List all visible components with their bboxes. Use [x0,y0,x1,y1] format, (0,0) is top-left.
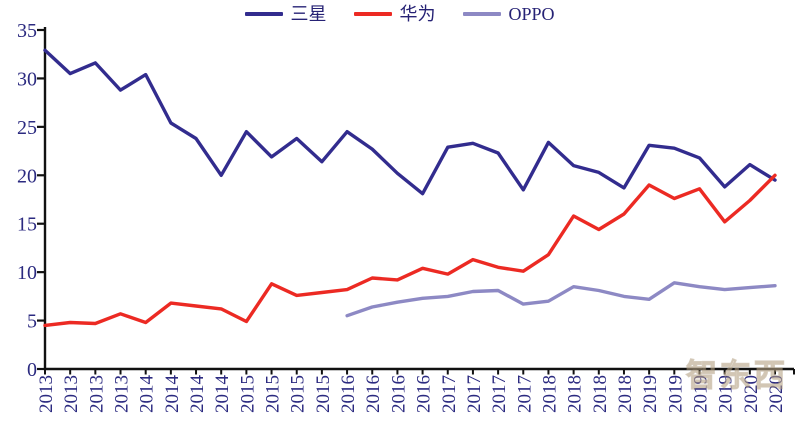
x-axis-label: 2018 [565,375,586,413]
oppo-series-line [345,281,777,318]
x-axis-label: 2017 [439,375,460,413]
legend-item-huawei: 华为 [354,5,435,23]
x-axis-label: 2013 [112,375,133,413]
x-axis-label: 2015 [237,375,258,413]
huawei-series-line [43,173,777,328]
samsung-series-line [43,48,777,196]
legend-item-samsung: 三星 [245,5,326,23]
legend-label-oppo: OPPO [508,4,555,24]
x-axis-label: 2014 [162,375,183,414]
x-axis-label: 2014 [212,375,233,414]
legend-item-oppo: OPPO [463,4,555,24]
y-axis-label: 30 [17,68,37,90]
x-axis-label: 2018 [590,375,611,413]
x-axis-label: 2016 [414,375,435,413]
x-axis-label: 2013 [61,375,82,413]
x-axis-label: 2018 [539,375,560,413]
y-axis-label: 5 [27,311,37,333]
x-axis-label: 2014 [137,375,158,414]
y-axis-label: 10 [17,262,37,284]
x-axis-label: 2019 [690,375,711,413]
x-axis-label: 2017 [464,375,485,413]
oppo-line-swatch [463,12,502,16]
x-axis-label: 2015 [263,375,284,413]
x-axis-label: 2017 [489,375,510,413]
x-axis-label: 2015 [313,375,334,413]
x-axis-label: 2019 [665,375,686,413]
x-axis-label: 2016 [363,375,384,413]
y-axis-label: 0 [27,359,37,381]
x-axis-label: 2013 [36,375,57,413]
x-axis-label: 2018 [615,375,636,413]
x-axis-label: 2020 [766,375,787,413]
x-axis-label: 2016 [338,375,359,413]
x-axis-label: 2016 [388,375,409,413]
x-axis-label: 2014 [187,375,208,414]
x-axis-label: 2017 [514,375,535,413]
x-axis-label: 2015 [288,375,309,413]
y-axis-label: 25 [17,117,37,139]
legend-label-samsung: 三星 [290,4,327,24]
legend-label-huawei: 华为 [399,4,436,24]
x-axis-label: 2020 [741,375,762,413]
x-axis-label: 2013 [86,375,107,413]
y-axis-label: 20 [17,165,37,187]
samsung-line-swatch [245,12,284,16]
y-axis-label: 35 [17,20,37,42]
y-axis-label: 15 [17,214,37,236]
x-axis-label: 2019 [640,375,661,413]
chart-legend: 三星 华为 OPPO [0,2,800,26]
x-axis-label: 2019 [716,375,737,413]
huawei-line-swatch [354,12,393,16]
